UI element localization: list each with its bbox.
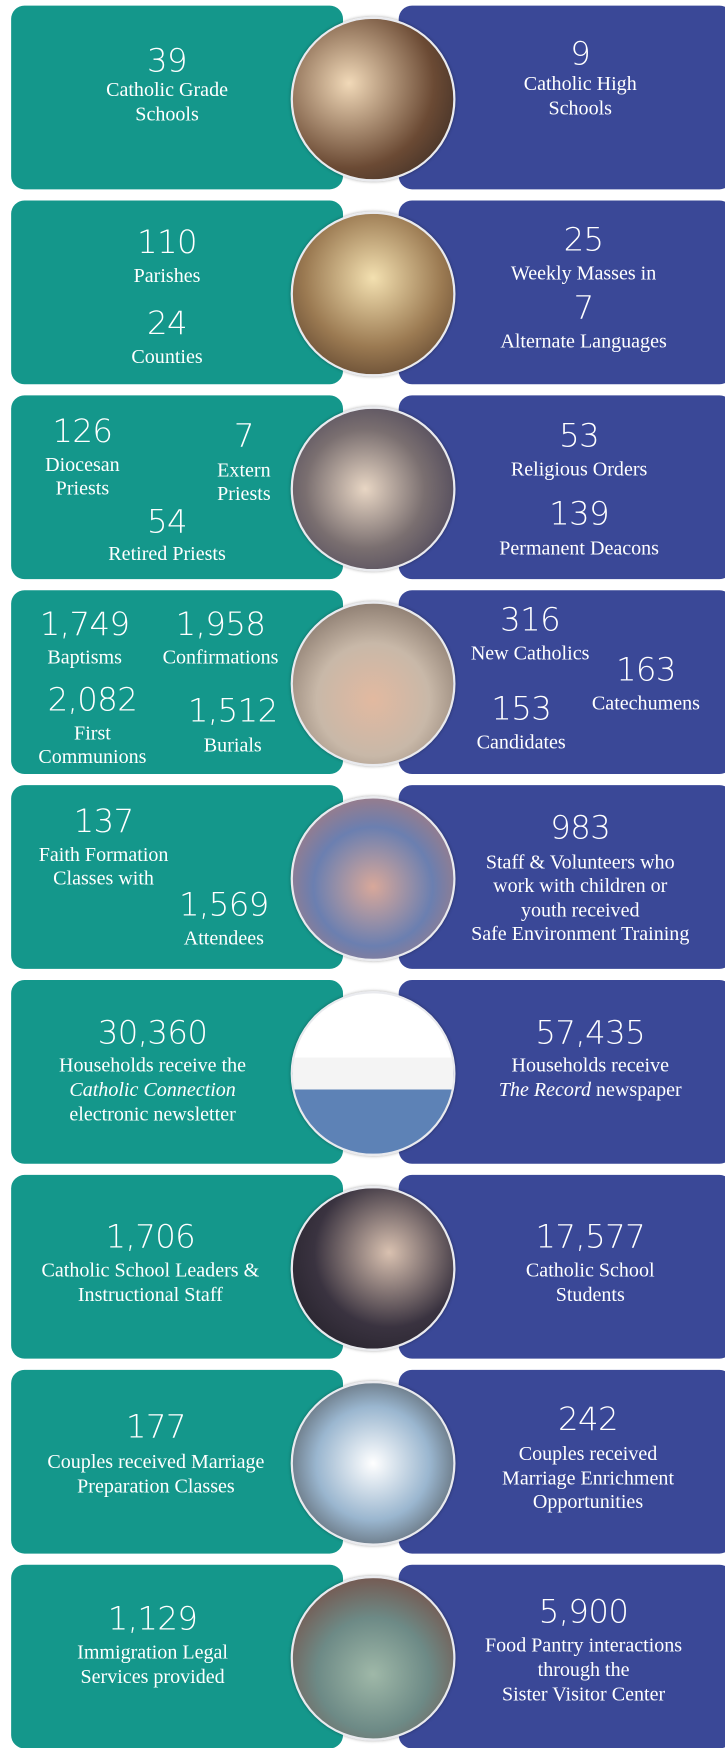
stat-label: Food Pantry interactions [485, 1633, 682, 1658]
stat-label: Priests [217, 481, 270, 506]
stat-number: 9 [570, 35, 590, 73]
stat-label: Staff & Volunteers who [486, 850, 675, 875]
stat-number: 139 [549, 494, 609, 532]
stat-label: Counties [131, 344, 202, 369]
stat-label: Instructional Staff [78, 1282, 223, 1307]
stat-label: Parishes [134, 263, 201, 288]
stat-number: 25 [564, 221, 604, 259]
stat-number: 242 [558, 1400, 618, 1438]
photo [291, 212, 456, 377]
stat-label: Services provided [80, 1664, 224, 1689]
stat-label: Permanent Deacons [499, 536, 659, 561]
stat-label: Alternate Languages [500, 329, 666, 354]
stat-label: Religious Orders [511, 457, 647, 482]
stat-number: 137 [74, 802, 134, 840]
stat-label: Burials [204, 733, 262, 758]
photo [291, 406, 456, 571]
stat-label: Catholic School Leaders & [42, 1257, 260, 1282]
stat-label: youth received [521, 898, 640, 923]
photo [291, 1576, 456, 1741]
stat-label: Classes with [53, 865, 154, 890]
stat-label: Catholic High [524, 71, 637, 96]
infographic: 39Catholic GradeSchools9Catholic HighSch… [0, 0, 725, 1745]
stat-label: First [74, 721, 111, 746]
stat-number: 30,360 [98, 1013, 208, 1051]
stat-number: 110 [137, 223, 197, 261]
stat-label: Couples received [519, 1441, 658, 1466]
stat-number: 983 [550, 809, 610, 847]
stat-number: 1,749 [40, 605, 130, 643]
stat-label: Preparation Classes [77, 1473, 235, 1498]
stat-number: 316 [500, 600, 560, 638]
stat-number: 53 [559, 417, 599, 455]
stat-number: 177 [126, 1408, 186, 1446]
stat-label: Retired Priests [108, 541, 225, 566]
stat-number: 5,900 [539, 1593, 629, 1631]
stat-label: Confirmations [163, 645, 279, 670]
stat-number: 2,082 [48, 680, 138, 718]
photo [291, 601, 456, 766]
stat-label: Attendees [184, 925, 264, 950]
stat-label: through the [538, 1657, 630, 1682]
stat-number: 1,512 [188, 692, 278, 730]
stat-number: 39 [147, 41, 187, 79]
stat-number: 54 [147, 502, 187, 540]
stat-number: 163 [616, 650, 676, 688]
stat-number: 57,435 [535, 1013, 645, 1051]
photo [291, 991, 456, 1156]
stat-label: Safe Environment Training [471, 921, 689, 946]
stat-label: Faith Formation [39, 842, 169, 867]
stat-label: Households receive [511, 1052, 669, 1077]
photo [291, 1381, 456, 1546]
stat-number: 126 [52, 412, 112, 450]
photo [291, 1186, 456, 1351]
label-segment: newspaper [596, 1078, 682, 1100]
stat-label: Immigration Legal [77, 1639, 228, 1664]
stat-number: 1,569 [179, 885, 269, 923]
stat-number: 7 [234, 417, 254, 455]
stat-label: Couples received Marriage [47, 1449, 264, 1474]
label-segment: Catholic Connection [69, 1078, 235, 1100]
stat-label: Households receive the [59, 1052, 246, 1077]
stat-label: Sister Visitor Center [502, 1682, 665, 1707]
stat-label: Weekly Masses in [511, 261, 656, 286]
stat-number: 17,577 [535, 1217, 645, 1255]
page: {"rows": [ {"left": [{"number": "39", "l… [0, 0, 725, 1745]
stat-number: 1,129 [108, 1599, 198, 1637]
photo [291, 17, 456, 182]
stat-label: Baptisms [47, 645, 122, 670]
stat-label: Students [556, 1282, 625, 1307]
stat-label: Diocesan [45, 452, 120, 477]
stat-label: electronic newsletter [69, 1101, 235, 1126]
stat-label: Priests [56, 476, 109, 501]
stat-label: Extern [217, 458, 270, 483]
stat-label: Marriage Enrichment [502, 1466, 674, 1491]
stat-number: 153 [491, 689, 551, 727]
stat-number: 7 [574, 288, 594, 326]
label-segment: The Record [499, 1078, 591, 1100]
stat-label: Catholic Connection [69, 1077, 235, 1102]
stat-label: Candidates [477, 729, 566, 754]
stat-number: 1,706 [106, 1217, 196, 1255]
stat-number: 1,958 [176, 605, 266, 643]
stat-label: Schools [135, 101, 198, 126]
stat-label: Catholic School [526, 1257, 655, 1282]
stat-number: 24 [147, 304, 187, 342]
stat-label: Opportunities [533, 1489, 643, 1514]
stat-label: Schools [548, 96, 611, 121]
stat-label: Catechumens [592, 690, 700, 715]
stat-label: Catholic Grade [106, 77, 228, 102]
stat-label: work with children or [493, 873, 667, 898]
photo [291, 796, 456, 961]
stat-label: New Catholics [471, 640, 590, 665]
stat-label: Communions [38, 744, 146, 769]
